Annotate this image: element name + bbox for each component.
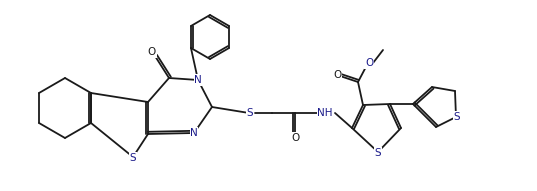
Text: NH: NH: [317, 108, 333, 118]
Text: S: S: [130, 153, 136, 163]
Text: O: O: [333, 70, 341, 80]
Text: N: N: [190, 128, 198, 138]
Text: O: O: [291, 133, 299, 143]
Text: S: S: [375, 148, 381, 158]
Text: S: S: [246, 108, 253, 118]
Text: O: O: [365, 58, 373, 68]
Text: O: O: [148, 47, 156, 57]
Text: N: N: [194, 75, 202, 85]
Text: S: S: [454, 112, 460, 122]
